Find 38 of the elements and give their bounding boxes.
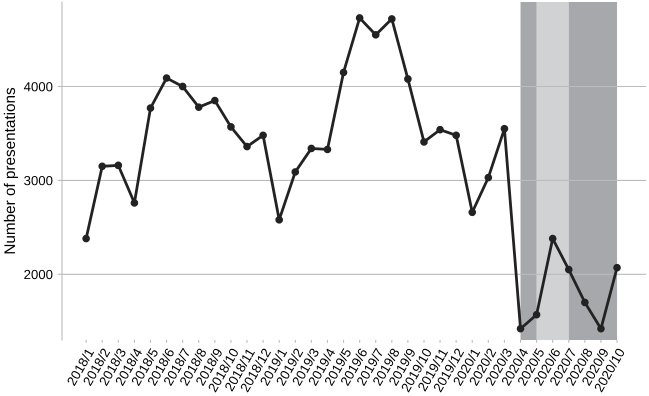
point [227, 123, 235, 131]
point [291, 168, 300, 176]
point [356, 14, 364, 22]
point [404, 75, 412, 83]
point [516, 324, 524, 333]
point [597, 324, 605, 333]
point [548, 234, 557, 242]
point [564, 266, 573, 274]
point [500, 124, 508, 133]
point [178, 82, 186, 90]
point [243, 142, 251, 150]
point [581, 298, 589, 306]
point [532, 310, 540, 318]
point [420, 138, 428, 146]
point [436, 126, 444, 134]
point [82, 234, 90, 242]
point [324, 146, 332, 154]
point [452, 132, 460, 140]
point [468, 208, 476, 216]
point [194, 103, 203, 111]
point [388, 15, 396, 23]
point [484, 174, 492, 182]
point [275, 216, 284, 224]
point [130, 199, 138, 207]
point [340, 68, 348, 76]
y-tick-label: 4000 [24, 82, 52, 92]
point [162, 74, 170, 82]
point [146, 104, 154, 112]
y-tick-label: 3000 [24, 176, 52, 186]
point [211, 96, 219, 104]
y-axis-title: Number of presentations [4, 88, 18, 254]
point [114, 162, 122, 170]
point [372, 31, 380, 39]
y-tick-label: 2000 [24, 270, 52, 280]
point [98, 162, 106, 170]
point [259, 132, 267, 140]
point [613, 264, 621, 272]
point [308, 144, 316, 152]
